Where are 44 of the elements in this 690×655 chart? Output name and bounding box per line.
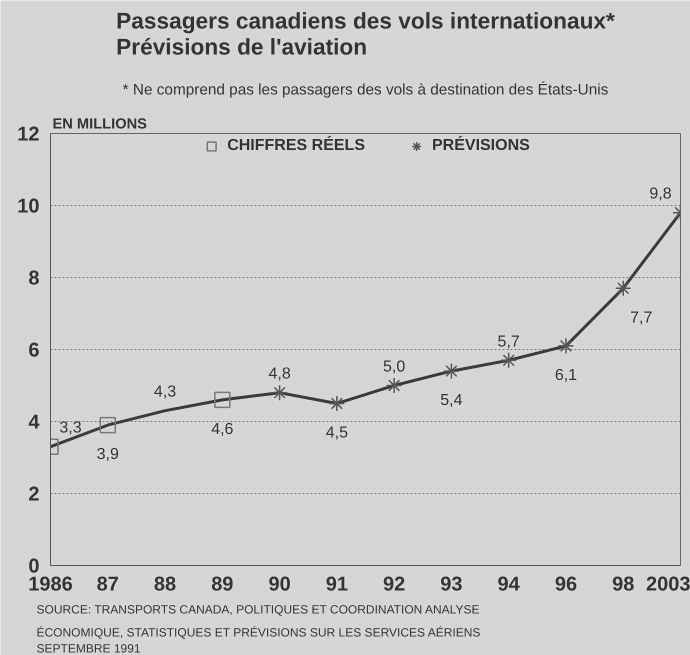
data-label: 4,5 <box>326 424 348 442</box>
x-tick-label: 98 <box>612 574 634 596</box>
data-label: 3,9 <box>96 446 119 464</box>
y-tick-label: 4 <box>28 412 40 434</box>
y-tick-label: 10 <box>17 196 40 218</box>
data-label: 5,0 <box>383 358 406 376</box>
x-tick-label: 2003 <box>646 574 690 596</box>
data-label: 5,4 <box>440 392 463 410</box>
x-tick-label: 92 <box>383 574 406 596</box>
point <box>614 280 632 297</box>
legend-label: CHIFFRES RÉELS <box>227 137 365 155</box>
data-label: 4,6 <box>211 420 234 438</box>
x-tick-label: 90 <box>268 574 291 596</box>
x-tick-label: 88 <box>154 574 176 596</box>
point <box>214 392 231 408</box>
y-tick-label: 8 <box>28 268 40 290</box>
source-note: SOURCE: TRANSPORTS CANADA, POLITIQUES ET COORDINATION ANALYSE ÉCONOMIQUE, STATISTIQUES ET PRÉVISIONS SUR LES SERVICES AÉRIENS SEPTEMBRE 1991 <box>36 602 480 655</box>
x-tick-label: 91 <box>326 574 348 596</box>
point <box>100 416 116 434</box>
chart-title: Passagers canadiens des vols internationaux* Prévisions de l'aviation <box>116 8 616 60</box>
point <box>558 338 574 354</box>
y-tick-label: 2 <box>28 484 40 506</box>
x-tick-label: 94 <box>498 574 521 596</box>
chart-subtitle: * Ne comprend pas les passagers des vols à destination des États-Unis <box>122 80 609 98</box>
x-tick-label: 89 <box>211 574 234 596</box>
x-tick-label: 96 <box>554 574 578 596</box>
data-label: 3,3 <box>59 420 82 437</box>
legend-label: PRÉVISIONS <box>432 137 530 155</box>
y-tick-label: 6 <box>28 340 40 362</box>
x-tick-label: 93 <box>440 574 463 596</box>
point <box>328 395 346 412</box>
data-label: 6,1 <box>554 366 578 384</box>
data-label: 7,7 <box>630 309 652 326</box>
point <box>271 384 288 401</box>
point <box>500 352 517 369</box>
data-label: 4,8 <box>268 366 291 383</box>
y-tick-label: 12 <box>17 124 40 146</box>
data-label: 5,7 <box>498 333 520 350</box>
x-tick-label: 87 <box>96 574 119 596</box>
point <box>443 362 460 380</box>
data-label: 9,8 <box>649 186 672 203</box>
data-label: 4,3 <box>154 384 176 401</box>
y-axis-title: EN MILLIONS <box>52 116 148 132</box>
point <box>386 377 402 394</box>
